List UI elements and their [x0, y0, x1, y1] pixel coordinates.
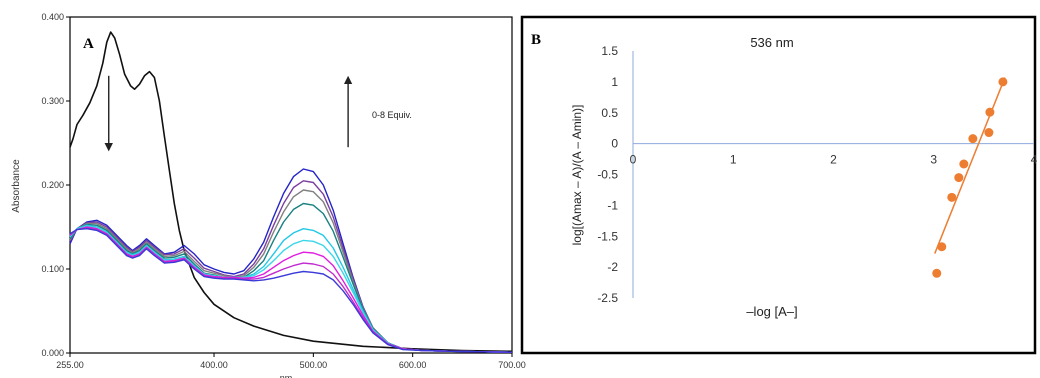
panel-b-data-point [984, 128, 994, 138]
panel-a-arrows [104, 75, 353, 152]
panel-a-x-ticks: 255.00 400.00 500.00 600.00 700.00 [56, 353, 526, 370]
panel-a-x-tick-label: 500.00 [300, 360, 328, 370]
panel-a-y-ticks: 0.000 0.100 0.200 0.300 0.400 [41, 12, 70, 358]
panel-b-data-point [947, 192, 957, 202]
panel-b-x-tick-label: 3 [930, 153, 937, 167]
panel-b-x-tick-label: 2 [830, 153, 837, 167]
panel-b-x-axis-label: –log [A–] [746, 304, 797, 319]
panel-a-plot-frame [69, 16, 513, 354]
panel-b-title: 536 nm [750, 35, 793, 50]
panel-a-annotation: 0-8 Equiv. [372, 110, 412, 120]
panel-a-x-axis-label: nm [280, 373, 293, 378]
panel-b-data-point [932, 268, 942, 278]
panel-a-x-tick-label: 700.00 [498, 360, 526, 370]
panel-a-x-tick-label: 255.00 [56, 360, 84, 370]
panel-b-frame [520, 15, 1037, 355]
panel-b-y-tick-label: -1 [607, 198, 618, 212]
panel-a-y-tick-label: 0.400 [41, 12, 64, 22]
panel-b-data-point [954, 173, 964, 183]
panel-b-y-tick-label: 0.5 [601, 106, 618, 120]
panel-b-data-point [998, 77, 1008, 87]
panel-b-chart: B 536 nm log[(Amax – A)/(A – Amin)] –log… [520, 15, 1038, 355]
panel-a-chart: 0.000 0.100 0.200 0.300 0.400 255.00 400.00 50… [11, 12, 526, 378]
panel-a-x-tick-label: 400.00 [200, 360, 228, 370]
panel-a-y-tick-label: 0.200 [41, 180, 64, 190]
panel-b-y-axis-label: log[(Amax – A)/(A – Amin)] [570, 105, 584, 246]
panel-b-y-tick-label: -0.5 [597, 168, 618, 182]
panel-b-points [932, 77, 1008, 278]
panel-b-y-tick-label: 1.5 [601, 44, 618, 58]
panel-b-x-tick-label: 4 [1031, 153, 1038, 167]
panel-b-trendline-group [934, 77, 1006, 254]
panel-b-y-tick-label: -2 [607, 260, 618, 274]
panel-b-y-tick-label: -1.5 [597, 229, 618, 243]
panel-b-label: B [531, 32, 541, 48]
panel-b-data-point [959, 159, 969, 169]
panel-b-x-tick-label: 1 [730, 153, 737, 167]
panel-b-x-tick-label: 0 [630, 153, 637, 167]
panel-b-y-tick-label: 1 [611, 75, 618, 89]
panel-a-label: A [83, 36, 94, 52]
panel-a-series-group [69, 31, 513, 353]
spectrum-free-ligand-line [69, 31, 513, 353]
panel-b-y-tick-label: -2.5 [597, 291, 618, 305]
panel-a-x-tick-label: 600.00 [399, 360, 427, 370]
panel-b-data-point [968, 134, 978, 144]
spectrum-titration-line-7 [69, 226, 513, 353]
spectrum-titration-line-8 [69, 227, 513, 353]
panel-b-data-point [985, 107, 995, 117]
panel-a-y-axis-label: Absorbance [11, 159, 22, 213]
spectrum-titration-line-9 [69, 228, 513, 353]
panel-b-trendline [934, 77, 1006, 254]
panel-b-axes: 1.5 1 0.5 0 -0.5 -1 -1.5 -2 -2.5 0 1 2 3 4 [597, 44, 1037, 305]
panel-a-y-tick-label: 0.100 [41, 264, 64, 274]
panel-b-y-tick-label: 0 [611, 137, 618, 151]
panel-b-data-point [937, 242, 947, 252]
panel-a-y-tick-label: 0.300 [41, 96, 64, 106]
panel-a-y-tick-label: 0.000 [41, 348, 64, 358]
